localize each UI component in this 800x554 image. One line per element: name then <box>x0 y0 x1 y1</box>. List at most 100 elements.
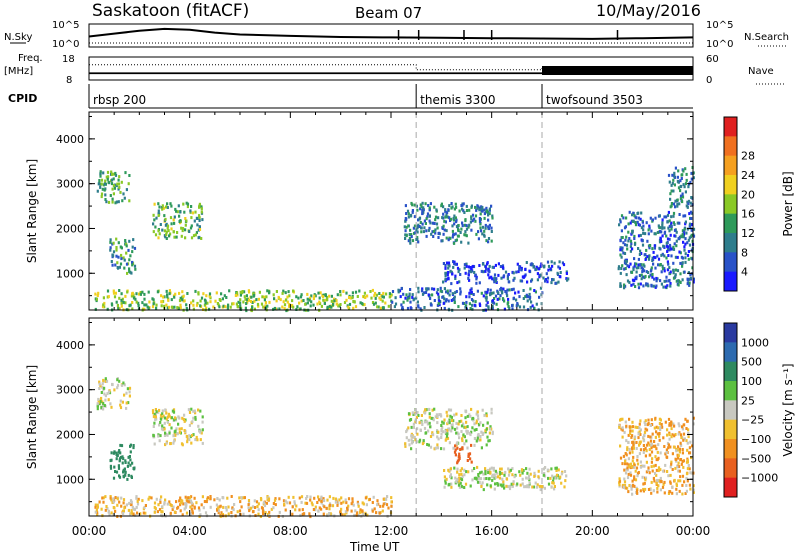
velocity-echo-cell <box>666 455 669 459</box>
velocity-echo-cell <box>647 466 650 470</box>
power-echo-cell <box>409 241 412 245</box>
velocity-echo-cell <box>651 432 654 436</box>
power-echo-cell <box>666 237 670 241</box>
power-echo-cell <box>483 208 486 212</box>
velocity-echo-cell <box>443 475 446 479</box>
velocity-echo-cell <box>444 479 447 483</box>
power-echo-cell <box>490 239 493 243</box>
velocity-echo-cell <box>104 394 107 398</box>
power-echo-cell <box>379 306 382 310</box>
velocity-echo-cell <box>119 443 122 447</box>
power-echo-cell <box>250 295 253 299</box>
velocity-echo-cell <box>676 448 679 452</box>
power-echo-cell <box>454 202 457 206</box>
velocity-echo-cell <box>642 451 645 454</box>
power-echo-cell <box>655 276 658 280</box>
power-echo-cell <box>168 234 171 238</box>
power-echo-cell <box>413 224 417 228</box>
velocity-echo-cell <box>191 510 194 514</box>
power-echo-cell <box>682 240 685 244</box>
velocity-echo-cell <box>436 443 439 447</box>
power-echo-cell <box>112 254 115 258</box>
power-echo-cell <box>181 290 184 294</box>
power-echo-cell <box>415 228 418 232</box>
velocity-echo-cell <box>247 499 251 502</box>
power-echo-cell <box>457 224 460 227</box>
power-echo-cell <box>657 263 660 267</box>
power-echo-cell <box>288 303 291 307</box>
velocity-echo-cell <box>624 471 628 475</box>
power-echo-cell <box>511 304 514 308</box>
velocity-echo-cell <box>494 475 497 479</box>
power-echo-cell <box>102 296 105 300</box>
velocity-echo-cell <box>451 419 454 422</box>
velocity-echo-cell <box>651 444 655 448</box>
velocity-echo-cell <box>618 483 621 487</box>
power-echo-cell <box>644 258 647 261</box>
power-echo-cell <box>412 226 415 230</box>
velocity-echo-cell <box>442 447 446 451</box>
velocity-echo-cell <box>323 499 326 503</box>
velocity-echo-cell <box>458 485 461 489</box>
power-echo-cell <box>689 201 692 205</box>
power-echo-cell <box>377 305 380 309</box>
power-echo-cell <box>518 267 521 271</box>
velocity-echo-cell <box>636 491 639 495</box>
power-echo-cell <box>190 216 193 220</box>
power-echo-cell <box>192 307 195 311</box>
power-echo-cell <box>375 293 378 297</box>
velocity-echo-cell <box>625 424 628 428</box>
power-echo-cell <box>155 306 158 310</box>
power-echo-cell <box>166 293 169 297</box>
power-echo-cell <box>265 295 268 299</box>
power-echo-cell <box>192 234 196 238</box>
velocity-echo-cell <box>339 510 342 514</box>
power-echo-cell <box>184 236 187 240</box>
velocity-echo-cell <box>428 421 431 425</box>
power-echo-cell <box>623 243 627 247</box>
power-echo-cell <box>487 218 490 222</box>
power-echo-cell <box>486 209 489 213</box>
velocity-echo-cell <box>350 502 353 506</box>
velocity-echo-cell <box>479 421 482 425</box>
velocity-echo-cell <box>334 497 337 501</box>
velocity-echo-cell <box>119 457 122 461</box>
power-echo-cell <box>463 263 466 267</box>
velocity-echo-cell <box>507 485 510 489</box>
velocity-echo-cell <box>674 466 677 470</box>
power-echo-cell <box>623 261 627 265</box>
power-echo-cell <box>399 295 402 299</box>
power-echo-cell <box>109 238 112 242</box>
velocity-echo-cell <box>476 410 479 414</box>
velocity-echo-cell <box>473 467 476 470</box>
power-echo-cell <box>333 297 336 301</box>
power-echo-cell <box>218 305 221 309</box>
velocity-echo-cell <box>627 490 630 494</box>
velocity-echo-cell <box>189 512 192 516</box>
velocity-echo-cell <box>650 446 653 450</box>
velocity-echo-cell <box>630 487 633 491</box>
power-echo-cell <box>304 302 307 306</box>
power-echo-cell <box>201 218 204 222</box>
power-echo-cell <box>455 290 458 293</box>
velocity-echo-cell <box>432 418 435 422</box>
power-echo-cell <box>469 220 472 224</box>
velocity-echo-cell <box>636 455 639 458</box>
velocity-echo-cell <box>141 499 144 503</box>
power-echo-cell <box>219 299 222 302</box>
velocity-echo-cell <box>153 442 156 446</box>
velocity-echo-cell <box>167 415 170 419</box>
power-echo-cell <box>147 290 150 294</box>
power-echo-cell <box>323 301 326 305</box>
power-echo-cell <box>282 300 285 304</box>
velocity-echo-cell <box>657 469 660 473</box>
velocity-echo-cell <box>94 505 97 509</box>
power-echo-cell <box>116 303 119 307</box>
power-echo-cell <box>444 278 447 282</box>
velocity-echo-cell <box>187 496 190 500</box>
power-echo-cell <box>445 213 448 217</box>
velocity-echo-cell <box>633 435 637 439</box>
velocity-echo-cell <box>644 478 647 482</box>
power-echo-cell <box>120 253 123 257</box>
power-echo-cell <box>286 300 289 304</box>
